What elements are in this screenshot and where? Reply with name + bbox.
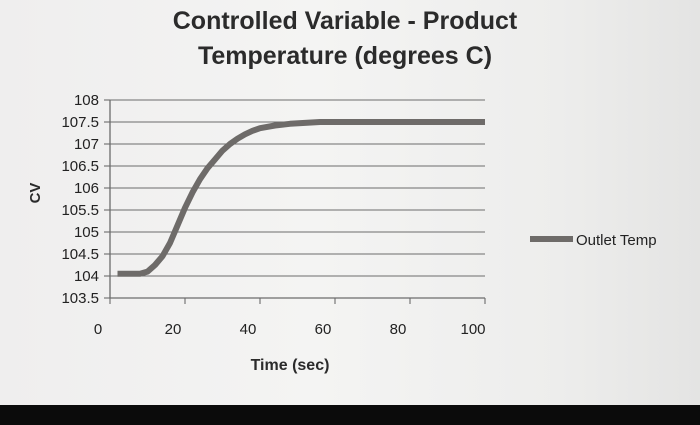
bottom-black-bar [0,405,700,425]
y-tick-label-107.5: 107.5 [61,114,99,131]
y-tick-label-104: 104 [74,268,99,285]
chart: 103.5 104 104.5 105 105.5 106 106.5 107 107.5 108… [27,92,657,374]
chart-title-line-2: Temperature (degrees C) [197,42,493,70]
y-tick-label-107: 107 [74,136,99,153]
chart-title: Controlled Variable - Product Temperatur… [110,4,580,74]
series-layer [117,119,485,277]
x-tick-label-40: 40 [240,321,257,338]
axis-labels: Time (sec) CV [27,183,329,374]
x-tick-label-0: 0 [94,321,102,338]
x-axis-title: Time (sec) [251,357,330,374]
x-tick-label-80: 80 [390,321,407,338]
legend: Outlet Temp [530,232,657,249]
x-tick-label-100: 100 [460,321,485,338]
y-tick-label-103.5: 103.5 [61,290,99,307]
legend-label-0: Outlet Temp [576,232,657,249]
x-tick-label-60: 60 [315,321,332,338]
axes [104,99,486,304]
tick-labels: 103.5 104 104.5 105 105.5 106 106.5 107 107.5 108… [61,92,485,338]
chart-title-line-1: Controlled Variable - Product [172,7,518,35]
y-tick-label-104.5: 104.5 [61,246,99,263]
y-axis-title: CV [27,183,44,204]
y-tick-label-105: 105 [74,224,99,241]
x-tick-label-20: 20 [165,321,182,338]
photo-background [0,0,700,405]
y-tick-label-106: 106 [74,180,99,197]
y-tick-label-105.5: 105.5 [61,202,99,219]
y-tick-label-108: 108 [74,92,99,109]
y-tick-label-106.5: 106.5 [61,158,99,175]
series-line-0 [117,119,485,277]
